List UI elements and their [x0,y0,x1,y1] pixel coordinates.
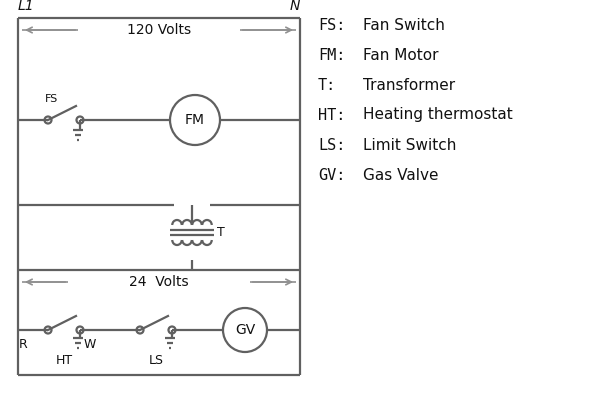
Text: FM:: FM: [318,48,345,62]
Text: L1: L1 [18,0,35,13]
Text: Transformer: Transformer [363,78,455,92]
Text: Fan Motor: Fan Motor [363,48,438,62]
Text: HT: HT [55,354,73,367]
Text: Limit Switch: Limit Switch [363,138,457,152]
Text: FS: FS [45,94,58,104]
Text: GV:: GV: [318,168,345,182]
Text: LS:: LS: [318,138,345,152]
Text: 24  Volts: 24 Volts [129,275,189,289]
Text: Fan Switch: Fan Switch [363,18,445,32]
Text: W: W [84,338,96,351]
Text: LS: LS [149,354,163,367]
Text: T: T [217,226,225,239]
Text: N: N [290,0,300,13]
Text: HT:: HT: [318,108,345,122]
Text: Gas Valve: Gas Valve [363,168,438,182]
Text: GV: GV [235,323,255,337]
Text: Heating thermostat: Heating thermostat [363,108,513,122]
Text: T:: T: [318,78,336,92]
Text: 120 Volts: 120 Volts [127,23,191,37]
Text: FM: FM [185,113,205,127]
Text: FS:: FS: [318,18,345,32]
Text: R: R [19,338,28,351]
